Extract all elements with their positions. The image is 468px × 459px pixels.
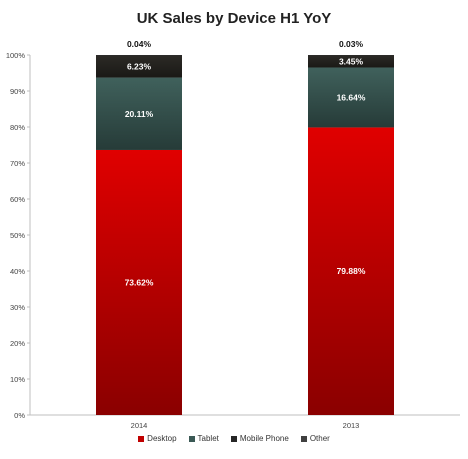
y-tick-label: 70%: [10, 159, 25, 168]
x-tick-label: 2013: [343, 421, 360, 430]
legend-swatch: [230, 435, 237, 442]
y-tick-label: 80%: [10, 123, 25, 132]
y-tick-label: 50%: [10, 231, 25, 240]
y-tick-label: 100%: [6, 51, 26, 60]
y-tick-label: 60%: [10, 195, 25, 204]
legend-label: Other: [309, 434, 330, 443]
legend-swatch: [188, 435, 195, 442]
bar-desktop-2013: [308, 127, 394, 415]
bar-mobile-phone-2014: [96, 55, 182, 78]
bar-other-2013: [308, 55, 394, 56]
legend: Desktop Tablet Mobile Phone Other: [0, 434, 468, 443]
bar-tablet-2013: [308, 67, 394, 128]
legend-item: Desktop: [138, 434, 177, 443]
y-tick-label: 0%: [14, 411, 25, 420]
legend-label: Tablet: [197, 434, 219, 443]
data-label: 0.04%: [127, 39, 152, 49]
data-label: 16.64%: [337, 92, 366, 102]
chart-title: UK Sales by Device H1 YoY: [136, 10, 332, 27]
bar-tablet-2014: [96, 77, 182, 150]
data-label: 0.03%: [339, 39, 364, 49]
bar-desktop-2014: [96, 149, 182, 415]
legend-label: Desktop: [147, 434, 177, 443]
legend-swatch: [138, 435, 145, 442]
y-tick-label: 30%: [10, 303, 25, 312]
data-label: 73.62%: [125, 277, 154, 287]
y-tick-label: 90%: [10, 87, 25, 96]
bar-other-2014: [96, 55, 182, 56]
legend-swatch: [300, 435, 307, 442]
legend-label: Mobile Phone: [239, 434, 289, 443]
y-tick-label: 20%: [10, 339, 25, 348]
legend-item: Mobile Phone: [230, 434, 289, 443]
data-label: 3.45%: [339, 56, 364, 66]
data-label: 20.11%: [125, 109, 154, 119]
bar-mobile-phone-2013: [308, 55, 394, 68]
legend-item: Tablet: [188, 434, 219, 443]
data-label: 6.23%: [127, 61, 152, 71]
legend-item: Other: [300, 434, 330, 443]
data-label: 79.88%: [337, 266, 366, 276]
y-tick-label: 10%: [10, 375, 25, 384]
x-tick-label: 2014: [131, 421, 148, 430]
y-tick-label: 40%: [10, 267, 25, 276]
